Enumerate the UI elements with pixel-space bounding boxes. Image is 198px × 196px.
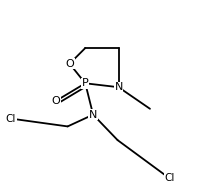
Text: P: P: [82, 78, 89, 88]
Text: N: N: [89, 110, 97, 120]
Text: O: O: [65, 59, 74, 69]
Text: Cl: Cl: [6, 113, 16, 124]
Text: O: O: [51, 96, 60, 106]
Text: N: N: [114, 82, 123, 92]
Text: Cl: Cl: [164, 173, 175, 183]
